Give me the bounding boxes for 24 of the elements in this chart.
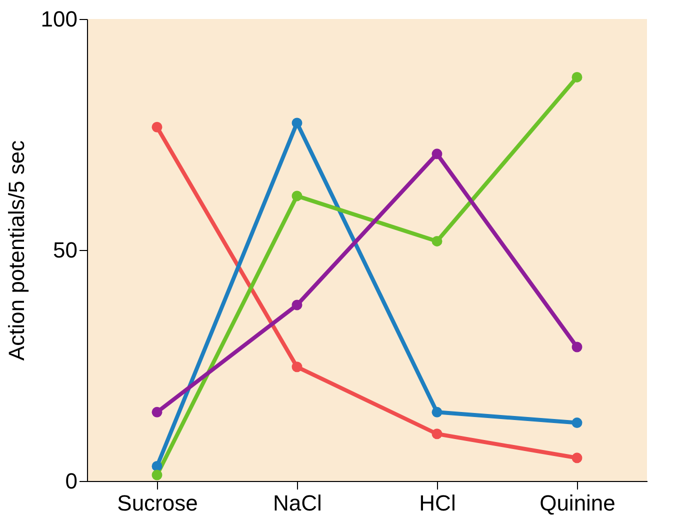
y-tick-label: 50 — [53, 238, 78, 262]
x-tick-label: Sucrose — [117, 490, 198, 516]
point — [572, 418, 582, 428]
point — [152, 122, 162, 132]
x-tick-label: Quinine — [540, 490, 616, 516]
point — [292, 118, 302, 128]
x-tick-label: NaCl — [273, 490, 322, 516]
point — [572, 452, 582, 464]
point — [152, 406, 162, 418]
y-axis-title: Action potentials/5 sec — [4, 140, 29, 361]
point — [152, 460, 162, 472]
x-tick-label: HCl — [419, 490, 456, 516]
point — [432, 406, 442, 418]
point — [572, 72, 582, 82]
point — [292, 300, 302, 310]
point — [432, 428, 442, 440]
point — [432, 236, 442, 246]
y-tick-label: 100 — [40, 6, 78, 32]
point — [292, 190, 302, 202]
point — [432, 148, 442, 160]
point — [572, 342, 582, 352]
y-tick-label: 0 — [65, 468, 78, 494]
point — [152, 470, 162, 480]
point — [292, 362, 302, 372]
